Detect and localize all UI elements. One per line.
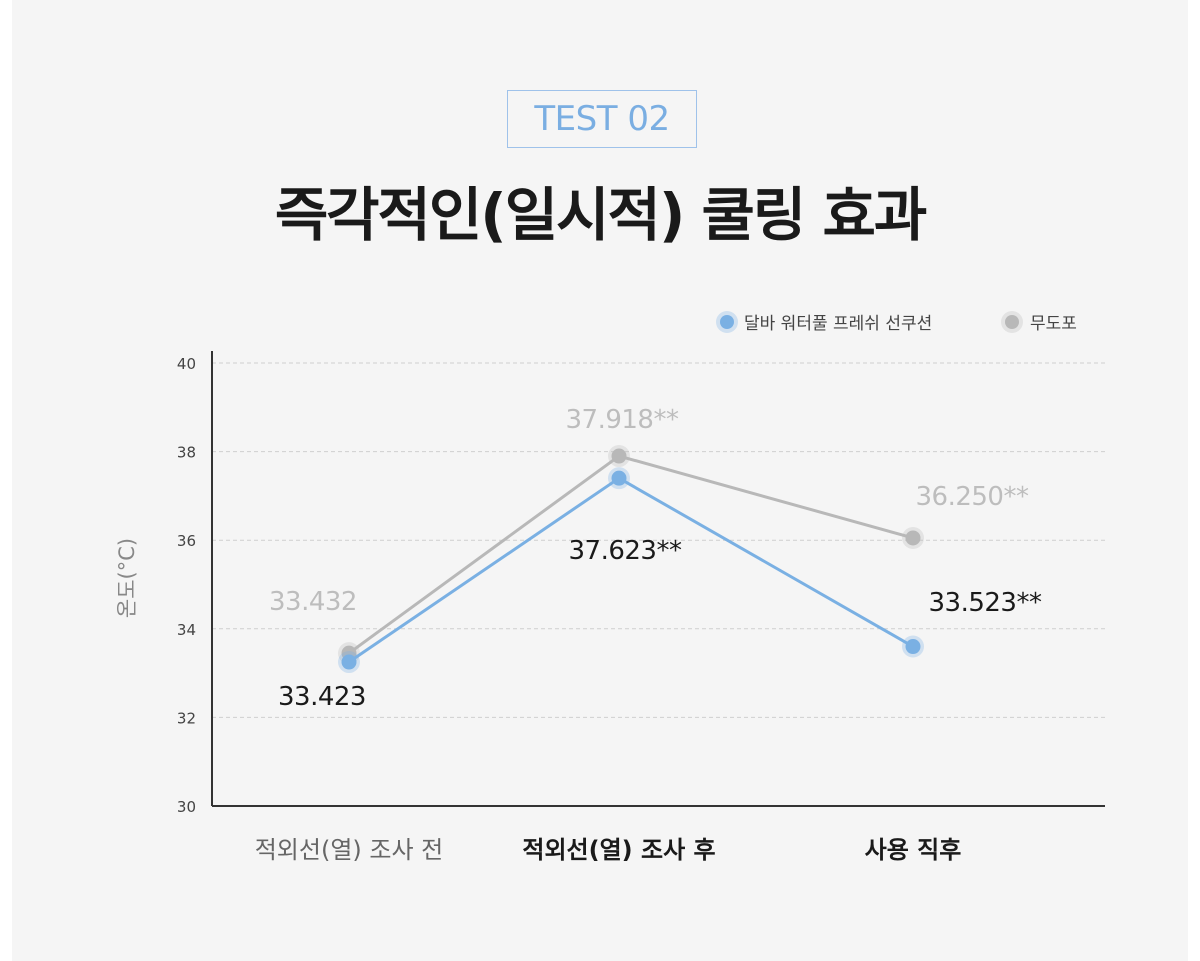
y-tick-label: 32 (177, 709, 196, 727)
x-tick-label: 적외선(열) 조사 후 (522, 836, 715, 864)
legend-marker (1005, 315, 1019, 329)
y-axis-label: 온도(°C) (115, 538, 139, 618)
data-label: 33.423 (278, 682, 366, 712)
series-group (338, 445, 924, 674)
axes: 30 32 34 36 38 40 온도(°C) 적외선(열) 조사 전 적외선(열) 조사 후… (115, 351, 1105, 864)
data-label: 33.523** (929, 588, 1042, 618)
data-labels: 33.423 37.623** 33.523** 33.432 37.918** 36.2… (269, 405, 1042, 712)
y-tick-label: 38 (177, 444, 196, 462)
legend: 달바 워터풀 프레쉬 선쿠션 무도포 (716, 311, 1077, 334)
y-tick-label: 34 (177, 621, 196, 639)
legend-label: 무도포 (1030, 314, 1077, 334)
data-label: 37.623** (569, 536, 682, 566)
data-point (341, 654, 357, 670)
data-label: 33.432 (269, 587, 357, 617)
data-point (905, 639, 921, 655)
x-tick-label: 적외선(열) 조사 전 (255, 836, 444, 864)
legend-label: 달바 워터풀 프레쉬 선쿠션 (744, 314, 932, 334)
data-label: 37.918** (566, 405, 679, 435)
x-tick-label: 사용 직후 (865, 836, 962, 864)
y-tick-label: 30 (177, 798, 196, 816)
background-panel (12, 0, 1188, 961)
page-title: 즉각적인(일시적) 쿨링 효과 (274, 181, 927, 249)
data-point (905, 530, 921, 546)
y-tick-label: 40 (177, 355, 196, 373)
grid-lines (212, 362, 1105, 718)
legend-marker (720, 315, 734, 329)
series-line (348, 476, 914, 664)
test-badge: TEST 02 (507, 90, 697, 148)
data-label: 36.250** (916, 482, 1029, 512)
data-point (611, 470, 627, 486)
data-point (611, 448, 627, 464)
y-tick-label: 36 (177, 532, 196, 550)
